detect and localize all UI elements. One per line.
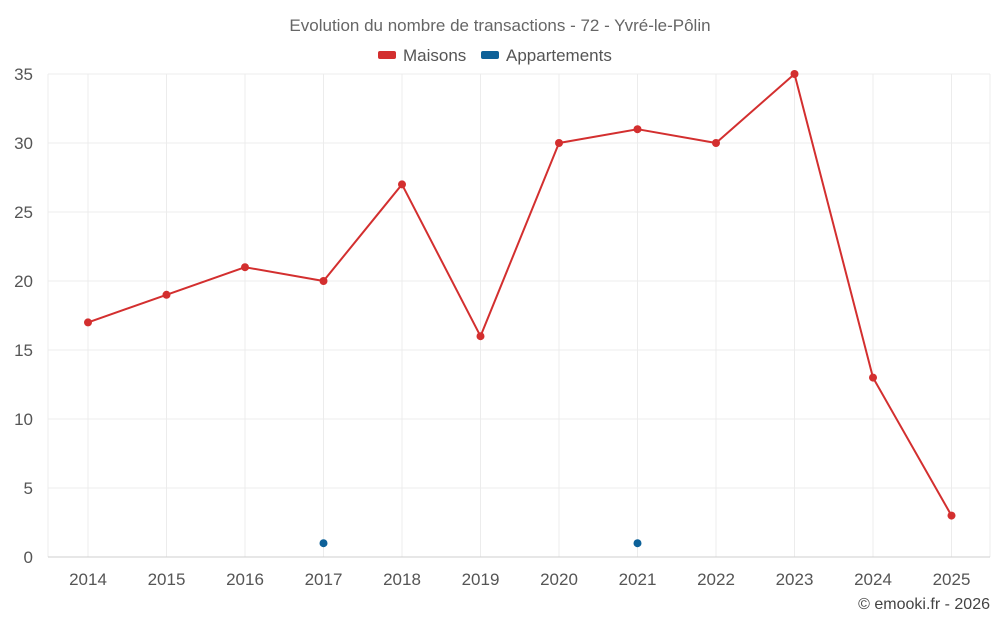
data-point-maisons-2023[interactable] (790, 70, 799, 78)
data-point-maisons-2014[interactable] (84, 318, 92, 327)
y-axis: 0 5 10 15 20 25 30 35 (14, 65, 33, 567)
y-tick-label: 35 (14, 65, 33, 84)
x-tick-label: 2022 (697, 570, 735, 589)
series-line-maisons (87, 73, 953, 517)
data-point-maisons-2020[interactable] (555, 139, 563, 147)
data-point-maisons-2024[interactable] (869, 373, 877, 382)
grid (47, 73, 991, 557)
x-axis: 2014 2015 2016 2017 2018 2019 2020 2021 2022 2023… (48, 556, 990, 589)
y-tick-label: 25 (14, 203, 33, 222)
legend-swatch-appartements (481, 51, 499, 59)
series-layer (84, 70, 956, 548)
credit-text: © emooki.fr - 2026 (858, 596, 990, 613)
y-tick-label: 15 (14, 341, 33, 360)
data-point-maisons-2025[interactable] (947, 511, 956, 520)
legend-label-maisons[interactable]: Maisons (403, 46, 466, 65)
data-point-appartements-2021[interactable] (633, 539, 642, 548)
x-tick-label: 2019 (462, 570, 500, 589)
data-point-maisons-2017[interactable] (319, 277, 328, 285)
y-tick-label: 0 (24, 548, 33, 567)
y-tick-label: 5 (24, 479, 33, 498)
data-point-maisons-2018[interactable] (398, 180, 406, 189)
x-tick-label: 2021 (619, 570, 657, 589)
legend-label-appartements[interactable]: Appartements (506, 46, 612, 65)
chart-title: Evolution du nombre de transactions - 72… (289, 16, 710, 35)
x-tick-label: 2016 (226, 570, 264, 589)
data-point-maisons-2019[interactable] (476, 332, 485, 341)
x-tick-label: 2014 (69, 570, 107, 589)
y-tick-label: 10 (14, 410, 33, 429)
data-point-appartements-2017[interactable] (319, 539, 328, 548)
x-tick-label: 2015 (148, 570, 186, 589)
x-tick-label: 2017 (305, 570, 343, 589)
data-point-maisons-2022[interactable] (712, 139, 720, 147)
x-tick-label: 2018 (383, 570, 421, 589)
legend-swatch-maisons (378, 51, 396, 59)
x-tick-label: 2023 (776, 570, 814, 589)
x-tick-label: 2020 (540, 570, 578, 589)
data-point-maisons-2021[interactable] (633, 125, 642, 134)
data-point-maisons-2015[interactable] (162, 290, 171, 299)
y-tick-label: 30 (14, 134, 33, 153)
x-tick-label: 2024 (854, 570, 892, 589)
x-tick-label: 2025 (933, 570, 971, 589)
data-point-maisons-2016[interactable] (241, 263, 249, 272)
y-tick-label: 20 (14, 272, 33, 291)
legend: Maisons Appartements (378, 46, 612, 65)
